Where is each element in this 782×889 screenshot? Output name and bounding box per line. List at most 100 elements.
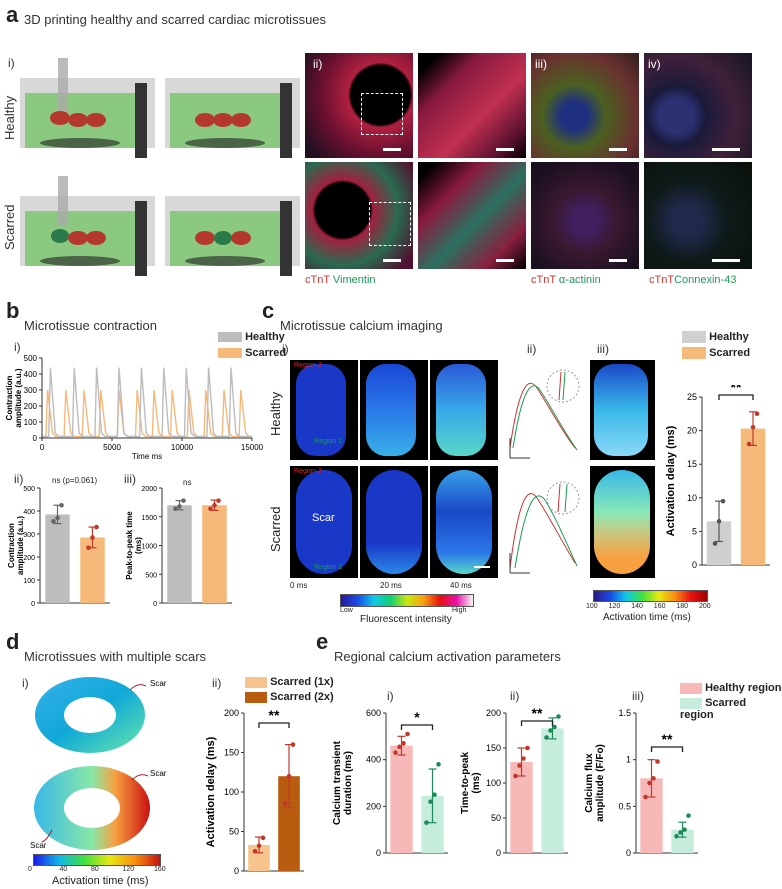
multiple-scar-maps: Scar Scar Scar <box>30 677 167 850</box>
calcium-traces <box>509 369 580 574</box>
printer-scarred-2 <box>165 196 300 276</box>
chart-peak-to-peak: 0 500 1000 1500 2000 Peak-to-peak time(ms) <box>125 486 232 608</box>
panel-a-title: 3D printing healthy and scarred cardiac … <box>24 12 327 27</box>
data-point <box>548 728 553 733</box>
cb-low: Low <box>340 607 353 614</box>
colorbar-tick-label: 180 <box>676 603 689 610</box>
significance-stars: ** <box>269 707 280 723</box>
panel-e-sub-ii: ii) <box>510 689 520 703</box>
significance-bracket <box>718 394 754 400</box>
x-tick-label: 0 <box>40 443 45 452</box>
bar <box>740 428 766 565</box>
colorbar-tick-label: 40 <box>59 866 68 873</box>
legend-swatch-2x <box>245 691 267 703</box>
y-tick-label: 300 <box>24 386 38 395</box>
micro-scarred-vimentin-zoom <box>418 162 526 269</box>
y-axis-label: Contractionamplitude (a.u.) <box>5 368 23 427</box>
data-point <box>208 506 213 511</box>
colorbar-tick-label: 0 <box>28 866 32 873</box>
significance-bracket <box>520 720 554 726</box>
y-tick-label: 5 <box>692 526 697 536</box>
panel-b-letter: b <box>6 298 20 323</box>
data-point <box>682 827 687 832</box>
data-point <box>525 745 530 751</box>
y-tick-label: 200 <box>23 555 35 562</box>
micro-scarred-actinin <box>531 162 639 269</box>
panel-d-title: Microtissues with multiple scars <box>24 649 207 664</box>
colorbar-tick-label: 100 <box>586 603 598 610</box>
chart-activation-delay: 0 5 10 15 20 25 Activation delay (ms) ** <box>665 385 770 570</box>
panel-b-sub-ii: ii) <box>14 472 24 486</box>
panel-e-sub-iii: iii) <box>632 689 644 703</box>
y-tick-label: 400 <box>23 509 35 516</box>
y-tick-label: 0 <box>234 866 239 876</box>
y-tick-label: 100 <box>23 578 35 585</box>
sub-ii-label: ii) <box>313 57 323 71</box>
time-40ms: 40 ms <box>450 581 472 590</box>
data-point <box>252 848 258 854</box>
data-point <box>397 744 402 750</box>
chart-time-to-peak: 0 50 100 150 200 Time-to-peak(ms) ** <box>460 705 568 858</box>
y-tick-label: 0 <box>31 601 35 608</box>
micro-healthy-vimentin: ii) <box>305 53 413 158</box>
significance-stars: ** <box>731 385 742 395</box>
y-tick-label: 500 <box>145 572 157 579</box>
panel-e-sub-i: i) <box>387 689 394 703</box>
colorbar-tick-label: 200 <box>699 603 711 610</box>
y-tick-label: 10 <box>687 493 697 503</box>
panel-c-title: Microtissue calcium imaging <box>280 318 443 333</box>
row-healthy-label: Healthy <box>2 95 17 140</box>
micro-scarred-vimentin <box>305 162 413 269</box>
data-point <box>55 515 60 521</box>
calcium-healthy-20ms <box>360 360 428 460</box>
data-point <box>212 502 217 508</box>
y-axis-label: Activation delay (ms) <box>205 736 217 847</box>
y-axis-label: Calcium fluxamplitude (F/Fo) <box>584 744 606 822</box>
b-legend: Healthy Scarred <box>218 331 286 359</box>
legend-swatch-healthy-region <box>680 682 702 694</box>
y-tick-label: 15 <box>687 459 697 469</box>
y-tick-label: 0 <box>692 560 697 570</box>
time-20ms: 20 ms <box>380 581 402 590</box>
y-tick-label: 20 <box>687 426 697 436</box>
y-tick-label: 150 <box>224 748 239 758</box>
row-scarred-label: Scarred <box>2 204 17 250</box>
scar-label-1: Scar <box>150 679 167 688</box>
bar <box>202 505 227 603</box>
micro-scarred-connexin <box>644 162 752 269</box>
colorbar-tick-label: 80 <box>91 866 99 873</box>
data-point <box>290 742 296 747</box>
y-axis-label: Calcium transientduration (ms) <box>332 740 354 825</box>
micro-healthy-vimentin-zoom <box>418 53 526 158</box>
stain-label-3: cTnTConnexin-43 <box>649 274 737 286</box>
chart-contraction-amplitude: 0 100 200 300 400 500 Contractionamplitude (a.… <box>7 486 110 608</box>
y-axis-label: Peak-to-peak time(ms) <box>125 511 143 580</box>
y-tick-label: 100 <box>486 778 501 788</box>
y-tick-label: 0 <box>626 848 631 858</box>
calcium-scarred-40ms <box>430 466 498 578</box>
data-point <box>556 714 561 719</box>
data-point <box>260 835 266 841</box>
y-tick-label: 1 <box>626 755 631 765</box>
y-tick-label: 25 <box>687 392 697 402</box>
y-axis-label: Activation delay (ms) <box>665 425 677 536</box>
data-point <box>716 519 722 524</box>
y-tick-label: 400 <box>24 370 38 379</box>
data-point <box>552 724 557 730</box>
calcium-scarred-20ms <box>360 466 428 578</box>
sub-iv-label: iv) <box>648 57 661 71</box>
data-point <box>90 535 95 540</box>
bar <box>541 728 564 853</box>
panel-a-letter: a <box>6 2 19 27</box>
y-tick-label: 2000 <box>141 486 157 493</box>
scar-label-2: Scar <box>150 769 167 778</box>
data-point <box>754 411 760 417</box>
colorbar-tick-label: 140 <box>631 603 643 610</box>
activation-colorbar-ticks: 100 120 140 160 180 200 <box>586 603 716 613</box>
d-colorbar-ticks: 0 40 80 120 160 <box>28 866 166 876</box>
ns-p-label: ns (p=0.061) <box>52 476 98 485</box>
significance-stars: ** <box>532 705 543 721</box>
colorbar-tick-label: 120 <box>608 603 621 610</box>
y-tick-label: 500 <box>23 486 35 493</box>
data-point <box>432 792 437 797</box>
